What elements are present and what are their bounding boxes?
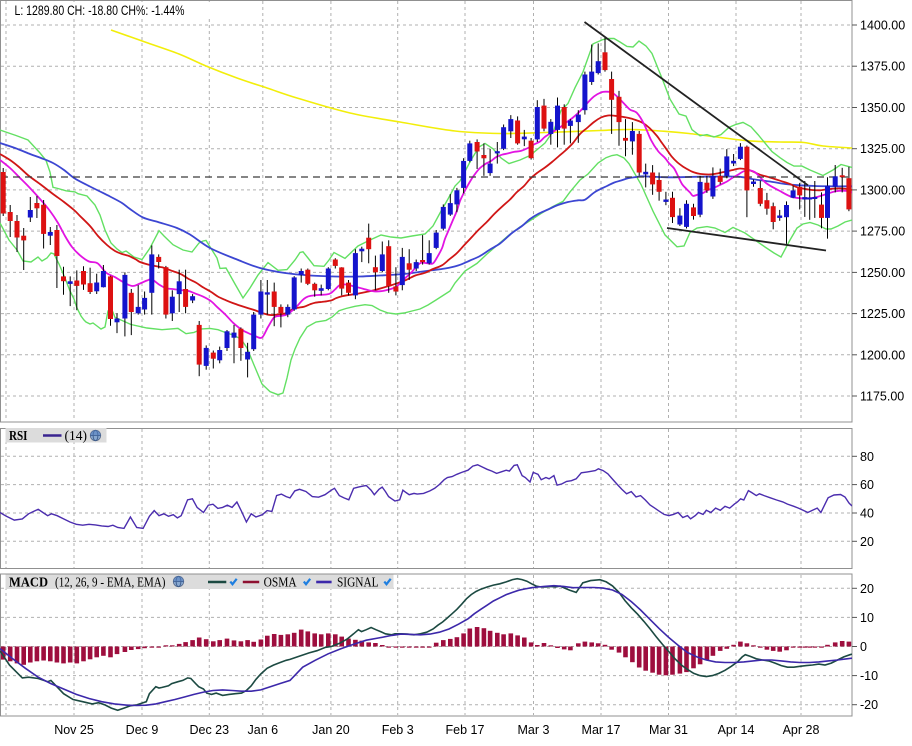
svg-text:Jan 20: Jan 20 [312,723,350,737]
svg-text:(12, 26, 9 - EMA, EMA): (12, 26, 9 - EMA, EMA) [55,575,166,590]
svg-text:20: 20 [860,535,874,549]
svg-text:Mar 17: Mar 17 [582,723,621,737]
svg-text:10: 10 [860,611,874,625]
svg-text:SIGNAL: SIGNAL [337,575,379,590]
svg-text:80: 80 [860,450,874,464]
svg-text:RSI: RSI [9,428,28,443]
svg-text:Feb 3: Feb 3 [382,723,414,737]
svg-text:Dec 9: Dec 9 [126,723,159,737]
svg-text:20: 20 [860,582,874,596]
svg-text:L: 1289.80 CH: -18.80 CH%: -1.: L: 1289.80 CH: -18.80 CH%: -1.44% [15,3,185,18]
svg-text:1375.00: 1375.00 [860,60,905,74]
svg-text:0: 0 [860,640,867,654]
svg-text:Mar 3: Mar 3 [518,723,550,737]
svg-text:1275.00: 1275.00 [860,225,905,239]
svg-text:1350.00: 1350.00 [860,101,905,115]
svg-text:1175.00: 1175.00 [860,390,904,404]
svg-text:1200.00: 1200.00 [860,348,905,362]
svg-text:Dec 23: Dec 23 [189,723,229,737]
svg-text:Jan 6: Jan 6 [248,723,279,737]
svg-text:40: 40 [860,507,874,521]
svg-text:Apr 28: Apr 28 [783,723,820,737]
svg-text:Apr 14: Apr 14 [718,723,755,737]
svg-text:1250.00: 1250.00 [860,266,905,280]
svg-text:1225.00: 1225.00 [860,307,905,321]
svg-text:1400.00: 1400.00 [860,19,905,33]
svg-text:Mar 31: Mar 31 [649,723,688,737]
svg-text:-10: -10 [860,669,878,683]
svg-text:MACD: MACD [9,575,48,590]
svg-text:OSMA: OSMA [264,575,297,590]
svg-text:60: 60 [860,478,874,492]
svg-text:Feb 17: Feb 17 [446,723,485,737]
svg-text:-20: -20 [860,698,878,712]
svg-text:1325.00: 1325.00 [860,142,905,156]
svg-text:Nov 25: Nov 25 [54,723,94,737]
svg-text:1300.00: 1300.00 [860,183,905,197]
svg-text:(14): (14) [65,428,88,443]
